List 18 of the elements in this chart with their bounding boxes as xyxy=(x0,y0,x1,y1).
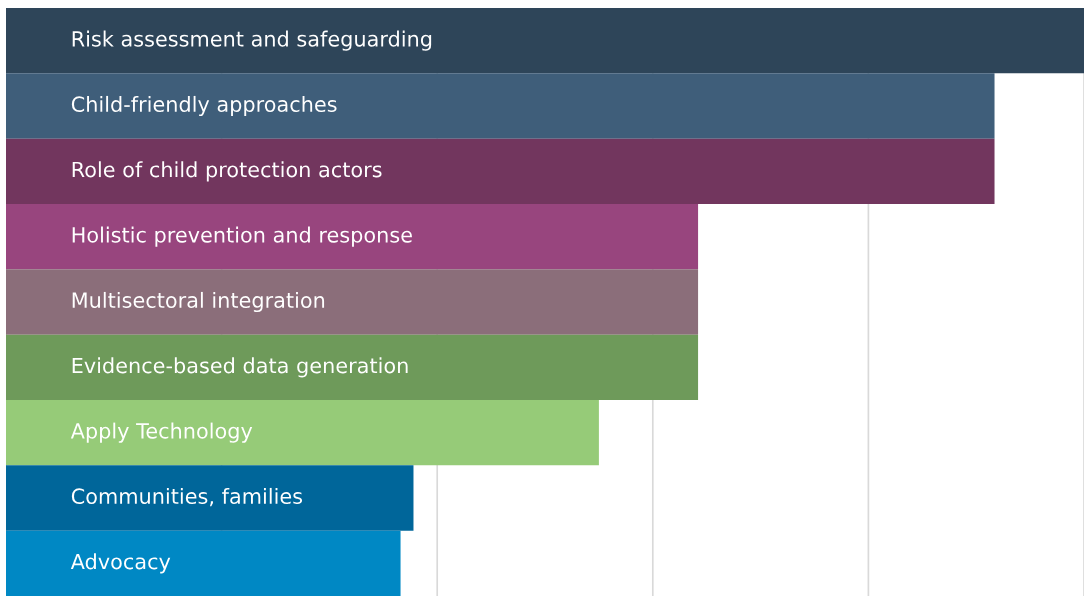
bar xyxy=(6,269,699,335)
y-tick-label: Multisectoral integration xyxy=(72,291,325,313)
bar xyxy=(6,204,699,270)
y-tick-label: Communities, families xyxy=(71,487,303,507)
bar xyxy=(6,530,401,596)
bar xyxy=(6,8,1084,74)
y-tick-label: Risk assessment and safeguarding xyxy=(72,30,432,51)
bar xyxy=(6,465,414,531)
bar xyxy=(6,400,599,466)
bar xyxy=(6,73,995,139)
y-tick-label: Role of child protection actors xyxy=(72,161,382,182)
bar xyxy=(6,334,699,400)
y-tick-label: Apply Technology xyxy=(70,422,253,443)
bar xyxy=(6,138,995,204)
y-tick-label: Evidence-based data generation xyxy=(72,357,408,378)
y-tick-label: Child-friendly approaches xyxy=(71,95,337,117)
y-tick-label: Holistic prevention and response xyxy=(72,226,412,247)
y-tick-label: Advocacy xyxy=(70,553,171,574)
